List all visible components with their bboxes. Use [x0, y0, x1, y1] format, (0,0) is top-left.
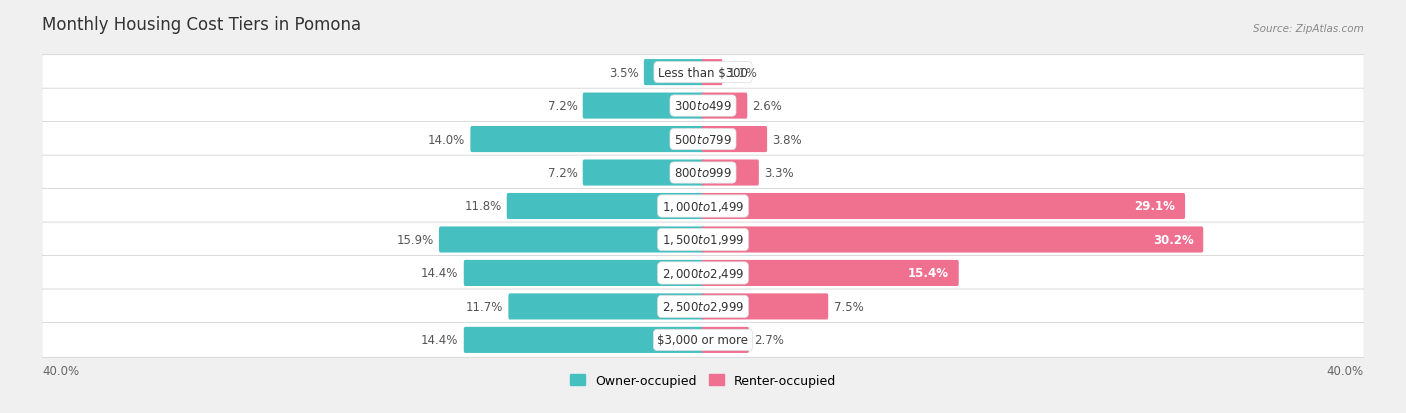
Text: 30.2%: 30.2%	[1153, 233, 1194, 247]
Text: 3.8%: 3.8%	[772, 133, 801, 146]
FancyBboxPatch shape	[702, 327, 749, 353]
FancyBboxPatch shape	[702, 294, 828, 320]
Text: $1,500 to $1,999: $1,500 to $1,999	[662, 233, 744, 247]
FancyBboxPatch shape	[702, 93, 747, 119]
Text: 14.0%: 14.0%	[427, 133, 465, 146]
Text: 40.0%: 40.0%	[42, 364, 79, 377]
FancyBboxPatch shape	[42, 189, 1364, 224]
FancyBboxPatch shape	[582, 93, 704, 119]
FancyBboxPatch shape	[42, 156, 1364, 190]
Text: 3.3%: 3.3%	[763, 166, 794, 180]
Text: 14.4%: 14.4%	[422, 267, 458, 280]
Text: 15.4%: 15.4%	[908, 267, 949, 280]
Legend: Owner-occupied, Renter-occupied: Owner-occupied, Renter-occupied	[565, 369, 841, 392]
FancyBboxPatch shape	[506, 193, 704, 220]
Text: 2.6%: 2.6%	[752, 100, 782, 113]
Text: $1,000 to $1,499: $1,000 to $1,499	[662, 199, 744, 214]
FancyBboxPatch shape	[42, 256, 1364, 291]
Text: 11.8%: 11.8%	[464, 200, 502, 213]
Text: $500 to $799: $500 to $799	[673, 133, 733, 146]
FancyBboxPatch shape	[42, 323, 1364, 357]
Text: 3.5%: 3.5%	[609, 66, 638, 79]
FancyBboxPatch shape	[702, 127, 768, 153]
Text: 7.2%: 7.2%	[547, 100, 578, 113]
Text: $3,000 or more: $3,000 or more	[658, 334, 748, 347]
FancyBboxPatch shape	[464, 260, 704, 286]
Text: $300 to $499: $300 to $499	[673, 100, 733, 113]
FancyBboxPatch shape	[702, 60, 723, 86]
FancyBboxPatch shape	[464, 327, 704, 353]
FancyBboxPatch shape	[702, 227, 1204, 253]
FancyBboxPatch shape	[644, 60, 704, 86]
FancyBboxPatch shape	[439, 227, 704, 253]
Text: 2.7%: 2.7%	[754, 334, 785, 347]
Text: 14.4%: 14.4%	[422, 334, 458, 347]
FancyBboxPatch shape	[42, 89, 1364, 123]
Text: 1.1%: 1.1%	[728, 66, 758, 79]
Text: $800 to $999: $800 to $999	[673, 166, 733, 180]
Text: 29.1%: 29.1%	[1135, 200, 1175, 213]
Text: 7.5%: 7.5%	[834, 300, 863, 313]
Text: $2,000 to $2,499: $2,000 to $2,499	[662, 266, 744, 280]
Text: $2,500 to $2,999: $2,500 to $2,999	[662, 300, 744, 313]
FancyBboxPatch shape	[42, 122, 1364, 157]
Text: Source: ZipAtlas.com: Source: ZipAtlas.com	[1253, 24, 1364, 34]
FancyBboxPatch shape	[702, 193, 1185, 220]
FancyBboxPatch shape	[42, 56, 1364, 90]
FancyBboxPatch shape	[702, 160, 759, 186]
FancyBboxPatch shape	[471, 127, 704, 153]
Text: 40.0%: 40.0%	[1327, 364, 1364, 377]
Text: Monthly Housing Cost Tiers in Pomona: Monthly Housing Cost Tiers in Pomona	[42, 16, 361, 34]
FancyBboxPatch shape	[582, 160, 704, 186]
FancyBboxPatch shape	[702, 260, 959, 286]
Text: 15.9%: 15.9%	[396, 233, 433, 247]
FancyBboxPatch shape	[509, 294, 704, 320]
Text: Less than $300: Less than $300	[658, 66, 748, 79]
Text: 7.2%: 7.2%	[547, 166, 578, 180]
FancyBboxPatch shape	[42, 223, 1364, 257]
FancyBboxPatch shape	[42, 290, 1364, 324]
Text: 11.7%: 11.7%	[465, 300, 503, 313]
